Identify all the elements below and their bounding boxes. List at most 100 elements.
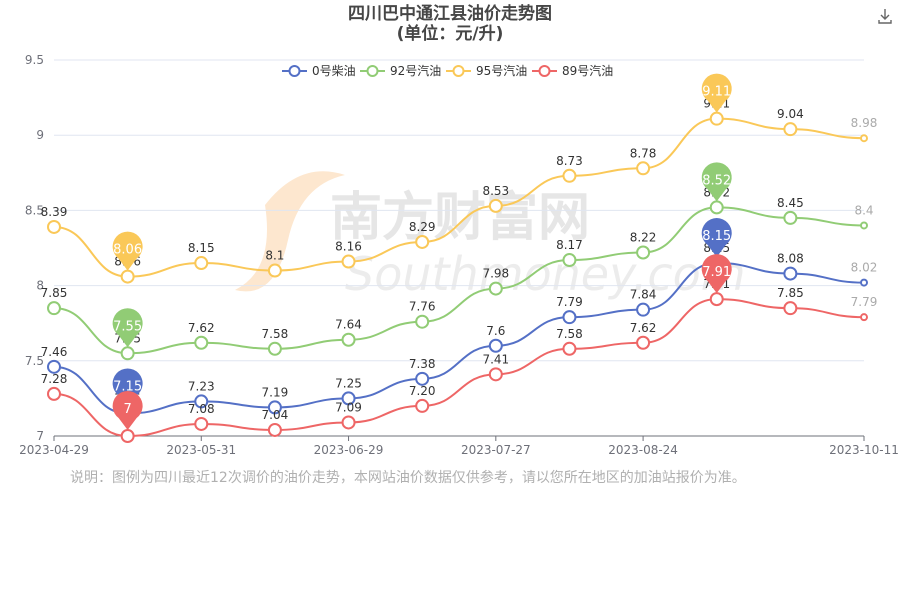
- extreme-pin: [701, 254, 732, 294]
- extreme-pin: [112, 368, 143, 408]
- data-point: [562, 168, 577, 183]
- data-point: [562, 253, 577, 268]
- data-point: [636, 245, 651, 260]
- x-tick-label: 2023-08-24: [608, 443, 678, 457]
- chart-title: 四川巴中通江县油价走势图 (单位：元/升): [0, 4, 900, 44]
- data-point: [783, 122, 798, 137]
- extreme-pin-label: 7.91: [702, 265, 731, 280]
- data-point: [860, 278, 868, 287]
- extreme-pin-label: 7: [123, 402, 131, 417]
- data-label: 7.79: [851, 295, 878, 309]
- data-label: 8.73: [556, 154, 583, 168]
- data-label: 7.79: [556, 295, 583, 309]
- y-tick-label: 7: [36, 429, 44, 443]
- data-point: [120, 346, 135, 361]
- data-point: [709, 200, 724, 215]
- data-label: 7.25: [335, 376, 362, 390]
- data-point: [488, 198, 503, 213]
- data-point: [267, 341, 282, 356]
- data-point: [860, 134, 868, 143]
- data-label: 7.58: [262, 327, 289, 341]
- legend-marker: [452, 65, 465, 77]
- data-label: 7.08: [188, 402, 215, 416]
- extreme-pin-label: 8.06: [113, 243, 142, 258]
- data-point: [194, 256, 209, 271]
- watermark-swoosh: [235, 171, 345, 292]
- extreme-pin-label: 8.52: [702, 173, 731, 188]
- data-label: 8.17: [556, 238, 583, 252]
- series-line: [53, 298, 865, 438]
- data-point: [415, 314, 430, 329]
- x-tick-label: 2023-10-11: [829, 443, 899, 457]
- y-tick-label: 9.5: [25, 53, 44, 67]
- legend-item[interactable]: 0号柴油: [282, 64, 356, 78]
- x-tick-label: 2023-04-29: [19, 443, 89, 457]
- x-tick-label: 2023-05-31: [166, 443, 236, 457]
- data-label: 7.19: [262, 385, 289, 399]
- data-label: 8.4: [854, 203, 873, 217]
- data-label: 7.23: [188, 379, 215, 393]
- data-point: [860, 221, 868, 230]
- data-point: [267, 263, 282, 278]
- data-label: 7.62: [188, 321, 215, 335]
- extreme-pin: [701, 73, 732, 113]
- extreme-pin-label: 7.55: [113, 319, 142, 334]
- data-point: [47, 386, 61, 401]
- data-label: 7.98: [482, 267, 509, 281]
- data-point: [120, 429, 135, 443]
- data-point: [562, 341, 577, 356]
- extreme-pin: [701, 218, 732, 258]
- data-point: [709, 292, 724, 307]
- data-point: [415, 398, 430, 413]
- data-point: [636, 302, 651, 317]
- data-label: 7.04: [262, 408, 289, 422]
- legend-marker: [538, 65, 551, 77]
- data-label: 7.84: [630, 288, 657, 302]
- y-tick-label: 7.5: [25, 354, 44, 368]
- data-label: 8.39: [41, 205, 68, 219]
- data-label: 7.64: [335, 318, 362, 332]
- legend-label: 92号汽油: [390, 63, 441, 78]
- legend-item[interactable]: 95号汽油: [446, 63, 527, 78]
- data-point: [267, 422, 282, 437]
- watermark-cn: 南方财富网: [330, 188, 590, 248]
- chart-note: 说明：图例为四川最近12次调价的油价走势，本网站油价数据仅供参考，请以您所在地区…: [70, 470, 746, 486]
- legend[interactable]: 0号柴油 92号汽油 95号汽油 89号汽油: [282, 63, 613, 78]
- data-label: 7.28: [41, 372, 68, 386]
- chart-title-line1: 四川巴中通江县油价走势图: [348, 4, 552, 24]
- data-point: [47, 219, 61, 234]
- series-layer: 7.46 7.15 7.23 7.19 7.25 7.38 7.6 7.79 7.84 8.15 8…: [41, 97, 878, 443]
- data-label: 8.22: [630, 231, 657, 245]
- legend-label: 89号汽油: [562, 63, 613, 78]
- data-label: 8.15: [188, 241, 215, 255]
- x-tick-label: 2023-07-27: [461, 443, 531, 457]
- legend-item[interactable]: 89号汽油: [532, 63, 613, 78]
- data-label: 7.20: [409, 384, 436, 398]
- data-label: 8.29: [409, 220, 436, 234]
- data-point: [267, 400, 282, 415]
- data-point: [194, 394, 209, 409]
- data-point: [860, 313, 868, 322]
- download-icon[interactable]: [875, 6, 895, 26]
- x-axis: 2023-04-29 2023-05-31 2023-06-29 2023-07-27…: [19, 435, 899, 457]
- legend-item[interactable]: 92号汽油: [360, 63, 441, 78]
- data-point: [562, 310, 577, 325]
- grid: [54, 59, 864, 362]
- data-point: [341, 391, 356, 406]
- y-tick-label: 8: [36, 279, 44, 293]
- chart-title-line2: (单位：元/升): [396, 24, 504, 44]
- data-point: [488, 281, 503, 296]
- data-label: 7.46: [41, 345, 68, 359]
- data-point: [636, 161, 651, 176]
- y-tick-label: 8.5: [25, 203, 44, 217]
- data-label: 9.04: [777, 107, 804, 121]
- data-label: 8.78: [630, 146, 657, 160]
- x-tick-label: 2023-06-29: [314, 443, 384, 457]
- data-point: [120, 269, 135, 284]
- data-point: [488, 367, 503, 382]
- extreme-pin-label: 7.15: [113, 379, 142, 394]
- data-label: 8.02: [851, 261, 878, 275]
- y-tick-label: 9: [36, 128, 44, 142]
- legend-marker: [288, 65, 301, 77]
